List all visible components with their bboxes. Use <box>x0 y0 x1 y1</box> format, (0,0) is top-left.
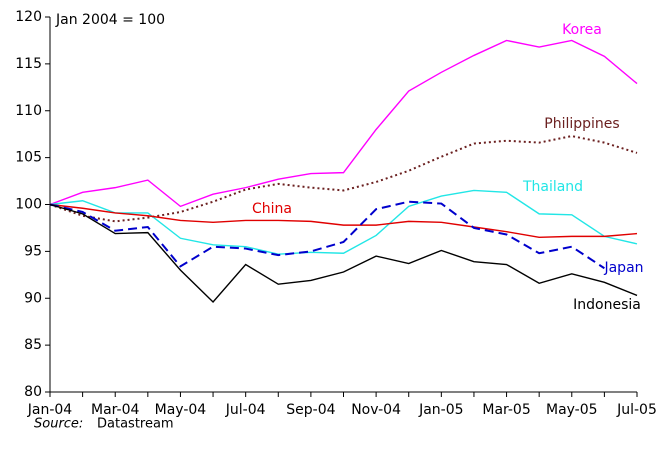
series-label: Indonesia <box>573 297 641 313</box>
y-tick-label: 80 <box>24 384 42 400</box>
series-line <box>49 135 638 223</box>
series-line <box>49 39 638 208</box>
y-tick-label: 95 <box>24 243 42 259</box>
y-tick-label: 120 <box>15 9 42 25</box>
y-tick-label: 100 <box>15 197 42 213</box>
x-tick-label: Jul-05 <box>616 402 657 418</box>
series-label: Japan <box>603 260 643 276</box>
y-tick-label: 85 <box>24 337 42 353</box>
series-line <box>49 203 638 304</box>
series-label: Philippines <box>544 116 619 132</box>
y-tick-label: 105 <box>15 150 42 166</box>
x-tick-label: Nov-04 <box>351 402 401 418</box>
source: Datastream <box>97 417 174 432</box>
source-label: Source: <box>34 417 83 432</box>
series-line <box>49 203 638 239</box>
x-tick-label: Sep-04 <box>286 402 335 418</box>
x-tick-label: Jan-05 <box>418 402 463 418</box>
series-label: Korea <box>562 22 602 38</box>
series-line <box>49 200 605 270</box>
x-tick-label: Jul-04 <box>225 402 266 418</box>
x-tick-label: Mar-04 <box>91 402 139 418</box>
series-line <box>49 189 638 255</box>
y-tick-label: 115 <box>15 56 42 72</box>
x-tick-label: Jan-04 <box>27 402 73 418</box>
y-tick-label: 90 <box>24 290 42 306</box>
x-tick-label: Mar-05 <box>482 402 530 418</box>
y-tick-label: 110 <box>15 103 42 119</box>
annotation: Jan 2004 = 100 <box>55 12 165 28</box>
x-tick-label: May-04 <box>155 402 207 418</box>
x-tick-label: May-05 <box>546 402 598 418</box>
series-label: Thailand <box>522 179 583 195</box>
series-label: China <box>252 201 292 217</box>
